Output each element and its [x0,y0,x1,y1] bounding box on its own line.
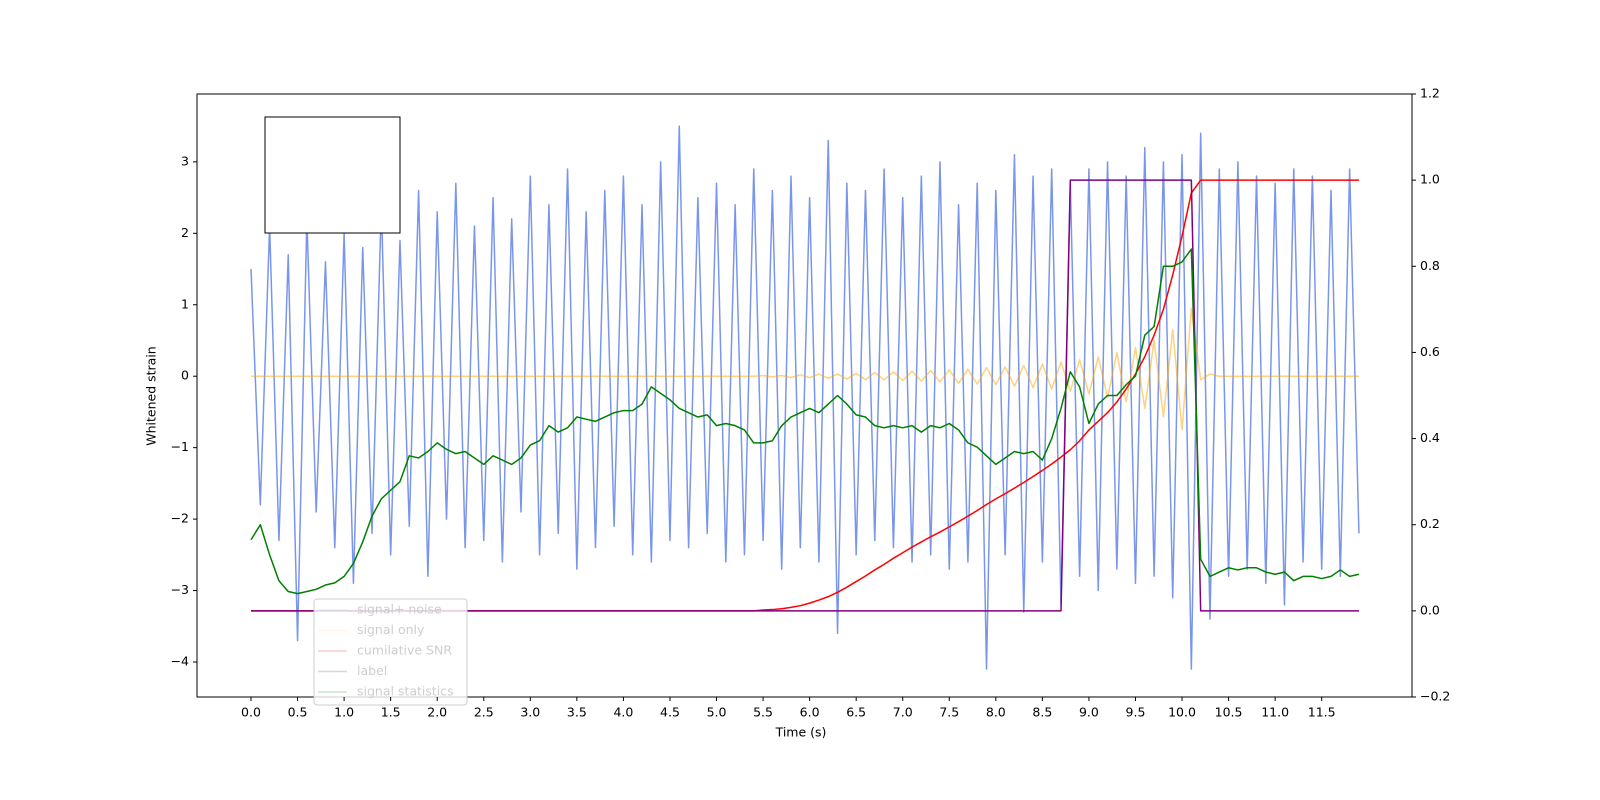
x-tick-label: 10.5 [1215,705,1243,720]
x-axis-label: Time (s) [775,725,827,740]
x-tick-label: 2.0 [427,705,447,720]
x-tick-label: 0.5 [288,705,308,720]
y-tick-label: 3 [181,153,189,168]
series-line [250,125,1360,670]
x-tick-label: 2.5 [474,705,494,720]
y-tick-label: −2 [171,511,189,526]
x-tick-label: 7.0 [893,705,913,720]
x-tick-label: 8.5 [1032,705,1052,720]
x-tick-label: 5.0 [707,705,727,720]
y-tick-label: −1 [171,439,189,454]
legend-box [313,598,468,706]
x-tick-label: 3.5 [567,705,587,720]
x-tick-label: 11.0 [1261,705,1289,720]
x-tick-label: 10.0 [1168,705,1196,720]
axes-frame [196,93,1413,698]
x-tick-label: 8.0 [986,705,1006,720]
x-tick-label: 9.5 [1126,705,1146,720]
y-tick-label: −3 [171,582,189,597]
y2-tick-label: 0.6 [1420,344,1440,359]
x-tick-label: 1.0 [334,705,354,720]
x-tick-label: 6.5 [846,705,866,720]
y-tick-label: 0 [181,368,189,383]
y2-tick-label: 0.8 [1420,258,1440,273]
y2-tick-label: 0.0 [1420,602,1440,617]
x-tick-label: 11.5 [1308,705,1336,720]
x-tick-label: 3.0 [520,705,540,720]
x-tick-label: 0.0 [241,705,261,720]
y2-tick-label: 1.0 [1420,172,1440,187]
series-line [250,248,1360,595]
y2-tick-label: 0.4 [1420,430,1440,445]
x-tick-label: 6.0 [800,705,820,720]
y2-tick-label: 1.2 [1420,86,1440,101]
y2-tick-label: −0.2 [1420,689,1450,704]
x-tick-label: 4.0 [613,705,633,720]
series-line [251,307,1359,431]
x-tick-label: 7.5 [939,705,959,720]
y-axis-label: Whitened strain [144,346,159,445]
annotation-box [264,116,401,234]
y2-tick-label: 0.2 [1420,516,1440,531]
x-tick-label: 9.0 [1079,705,1099,720]
y-tick-label: 2 [181,225,189,240]
x-tick-label: 5.5 [753,705,773,720]
y-tick-label: −4 [171,653,189,668]
x-tick-label: 1.5 [381,705,401,720]
x-tick-label: 4.5 [660,705,680,720]
y-tick-label: 1 [181,296,189,311]
